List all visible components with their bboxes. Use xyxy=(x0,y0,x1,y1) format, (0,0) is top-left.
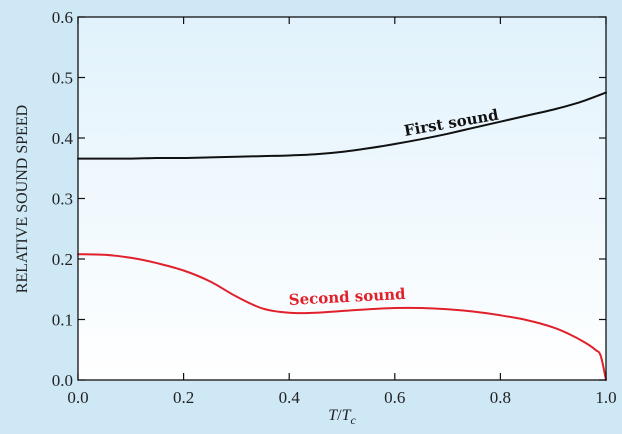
x-axis-title-tc: T xyxy=(342,407,352,424)
series-lines xyxy=(77,91,607,381)
x-tick-label-1: 0.2 xyxy=(173,388,194,407)
y-tick-label-2: 0.2 xyxy=(52,250,73,269)
x-tick-label-0: 0.0 xyxy=(67,388,88,407)
x-tick-label-4: 0.8 xyxy=(490,388,511,407)
y-tick-label-6: 0.6 xyxy=(52,8,73,27)
x-axis-title-slash: / xyxy=(337,407,342,424)
y-tick-label-5: 0.5 xyxy=(52,69,73,88)
plot-frame xyxy=(77,16,607,381)
series-line-first-sound xyxy=(77,91,607,160)
x-tick-label-2: 0.4 xyxy=(279,388,301,407)
x-tick-label-3: 0.6 xyxy=(384,388,405,407)
y-tick-label-0: 0.0 xyxy=(52,371,73,390)
tick-labels: 0.0 0.2 0.4 0.6 0.8 1.0 0.0 0.1 0.2 0.3 0.4 0.5 0.6 xyxy=(52,8,617,407)
x-axis-title-t: T xyxy=(328,407,338,424)
y-tick-label-1: 0.1 xyxy=(52,311,73,330)
series-line-second-sound xyxy=(77,253,607,381)
x-tick-label-5: 1.0 xyxy=(595,388,616,407)
plot-area xyxy=(78,17,606,380)
x-axis-title: T/Tc xyxy=(328,407,356,427)
y-axis-title: RELATIVE SOUND SPEED xyxy=(14,105,31,293)
x-axis-title-sub: c xyxy=(350,413,356,427)
y-tick-label-4: 0.4 xyxy=(52,129,74,148)
y-tick-label-3: 0.3 xyxy=(52,190,73,209)
